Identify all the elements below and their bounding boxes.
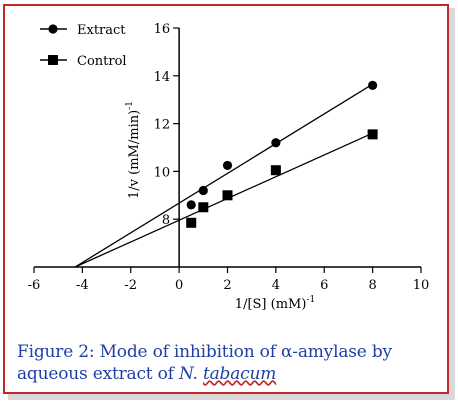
x-axis-label-text: 1/[S] (mM) [235, 297, 307, 312]
frame-shadow-bottom [8, 394, 455, 400]
figure-caption: Figure 2: Mode of inhibition of α-amylas… [17, 341, 441, 385]
x-tick-label: 6 [320, 278, 328, 293]
x-tick-label: -4 [76, 278, 89, 293]
x-tick-label: 8 [368, 278, 376, 293]
y-tick-label: 16 [154, 22, 171, 37]
fit-line-extract [74, 83, 373, 268]
y-tick-label: 8 [162, 213, 170, 228]
legend-label-extract: Extract [77, 23, 126, 38]
point-extract [368, 80, 378, 90]
caption-genus: N. [178, 364, 198, 384]
data-points [186, 80, 378, 228]
chart-legend: Extract Control [40, 23, 127, 69]
point-control [186, 217, 197, 228]
fit-lines [74, 83, 373, 268]
legend-marker-control [48, 55, 58, 65]
y-tick-label: 10 [154, 165, 171, 180]
caption-species: tabacum [202, 364, 277, 384]
x-tick-label: 4 [272, 278, 280, 293]
x-tick-label: -6 [28, 278, 41, 293]
point-extract [186, 200, 196, 210]
point-control [367, 129, 378, 140]
x-axis-label-sup: -1 [306, 295, 315, 305]
legend-label-control: Control [77, 54, 127, 69]
caption-text: Figure 2: Mode of inhibition of α-amylas… [17, 342, 392, 384]
point-control [270, 165, 281, 176]
y-tick-label: 14 [154, 70, 171, 85]
frame-shadow-right [449, 8, 455, 398]
point-extract [222, 160, 233, 171]
x-tick-label: 10 [413, 278, 430, 293]
point-extract [271, 138, 281, 148]
x-tick-label: 2 [223, 278, 231, 293]
chart-ticks: -6 -4 -2 0 2 4 6 8 10 8 10 12 14 16 [28, 22, 430, 293]
x-tick-label: 0 [175, 278, 183, 293]
point-extract [198, 185, 208, 196]
y-axis-label-sup: -1 [125, 101, 135, 110]
legend-marker-extract [48, 24, 58, 34]
y-axis-label-text: 1/v (mM/min) [127, 110, 142, 199]
y-axis-label: 1/v (mM/min)-1 [125, 101, 142, 199]
point-control [198, 202, 209, 213]
point-control [222, 190, 233, 201]
y-tick-label: 12 [154, 118, 171, 133]
x-tick-label: -2 [124, 278, 137, 293]
x-axis-label: 1/[S] (mM)-1 [235, 295, 315, 312]
